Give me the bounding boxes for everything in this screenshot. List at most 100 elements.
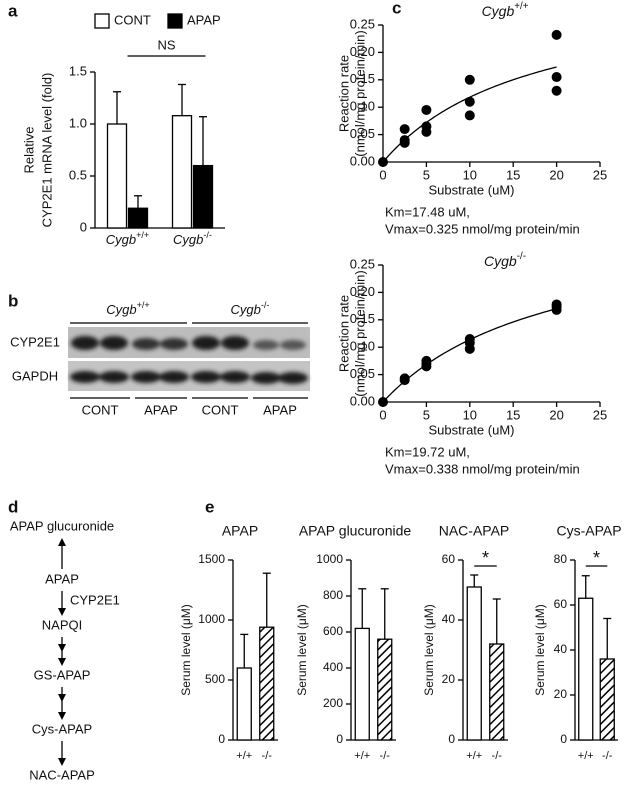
point (464, 343, 475, 354)
point (399, 375, 410, 386)
y-axis-label: Serum level (μM) (179, 604, 193, 696)
significance: * (593, 548, 600, 568)
x-tick-label: 25 (593, 167, 607, 182)
y-tick-label: 0.20 (350, 284, 375, 299)
y-axis-label: Serum level (μM) (533, 604, 547, 696)
point (551, 29, 562, 40)
y-tick-label: 0.00 (350, 153, 375, 168)
y-axis-label: Reaction rate (336, 55, 351, 132)
legend-swatch (94, 13, 110, 29)
y-tick-label: 1500 (198, 552, 225, 566)
y-axis-label: Serum level (μM) (422, 604, 436, 696)
x-tick-label: 5 (423, 407, 430, 422)
y-tick-label: 0 (336, 732, 343, 746)
y-tick-label: 40 (442, 612, 456, 626)
text-base: Cygb (173, 232, 203, 247)
y-tick-label: 20 (442, 672, 456, 686)
y-tick-label: 500 (205, 672, 225, 686)
text-sup: +/+ (137, 300, 150, 310)
chart-title: APAP glucuronide (299, 523, 412, 539)
x-tick-label: +/+ (236, 750, 252, 762)
bar (192, 164, 214, 229)
bands (70, 336, 308, 384)
legend-swatch (167, 13, 183, 29)
y-tick-label: 0 (80, 219, 87, 234)
point (551, 72, 562, 83)
chart-title: APAP (222, 523, 258, 539)
x-tick-label: 15 (506, 167, 520, 182)
x-tick-label: +/+ (354, 750, 370, 762)
y-tick-label: 60 (442, 552, 456, 566)
x-tick-label: -/- (380, 750, 391, 762)
point (421, 104, 432, 115)
group-label: Cygb+/+ (106, 300, 150, 317)
lane-label: CONT (82, 402, 119, 417)
y-tick-label: 0.20 (350, 44, 375, 59)
x-tick-label: 15 (506, 407, 520, 422)
y-tick-label: 80 (554, 552, 568, 566)
annotation: Km=17.48 uM, (385, 204, 470, 219)
y-tick-label: 0.10 (350, 99, 375, 114)
x-tick-label: 10 (463, 407, 477, 422)
x-tick-label: 25 (593, 407, 607, 422)
legend-label: CONT (114, 12, 151, 27)
y-tick-label: 400 (323, 660, 343, 674)
text-sup: -/- (203, 230, 212, 240)
x-tick-label: 5 (423, 167, 430, 182)
panel-letter: a (8, 1, 18, 20)
text-sup: +/+ (514, 1, 528, 12)
y-axis-label: Reaction rate (336, 295, 351, 372)
row-label: CYP2E1 (10, 334, 60, 349)
lane-label: APAP (263, 402, 297, 417)
y-tick-label: 1.0 (69, 115, 87, 130)
chart-title: Cygb-/- (484, 251, 526, 269)
point (378, 157, 388, 167)
x-tick-label: 0 (379, 407, 386, 422)
x-axis-label: Substrate (uM) (429, 182, 515, 197)
bar (106, 123, 128, 229)
text-base: Cygb (106, 302, 136, 317)
point (551, 85, 562, 96)
point (464, 74, 475, 85)
point (464, 96, 475, 107)
y-axis-label: Relative (21, 127, 36, 174)
y-tick-label: 600 (323, 624, 343, 638)
x-tick-label: Cygb-/- (173, 230, 212, 247)
point (378, 397, 388, 407)
text-base: Cygb (484, 253, 517, 269)
y-axis-label: (nmol/mg protein/min) (352, 270, 367, 396)
y-tick-label: 0.25 (350, 256, 375, 271)
chart-title: Cys-APAP (556, 523, 621, 539)
bar (377, 638, 393, 741)
bar (599, 658, 615, 741)
y-tick-label: 0 (448, 732, 455, 746)
x-tick-label: 20 (549, 407, 563, 422)
annotation: Vmax=0.325 nmol/mg protein/min (385, 221, 580, 236)
annotation: NS (157, 37, 175, 52)
point (421, 126, 432, 137)
y-tick-label: 200 (323, 696, 343, 710)
text-base: Cygb (106, 232, 136, 247)
western-blot: Cygb+/+ Cygb-/- CYP2E1 GAPDH CONT APAP C… (10, 300, 310, 417)
y-tick-label: 0.25 (350, 16, 375, 31)
y-tick-label: 0 (218, 732, 225, 746)
y-tick-label: 0.05 (350, 366, 375, 381)
bar (578, 597, 594, 741)
bar (171, 115, 193, 229)
x-tick-label: +/+ (578, 750, 594, 762)
bar (259, 626, 275, 741)
panel-letter: b (8, 291, 18, 310)
y-axis-label: CYP2E1 mRNA level (fold) (39, 73, 54, 228)
y-axis-label: Serum level (μM) (295, 604, 309, 696)
node: APAP glucuronide (10, 518, 114, 533)
x-tick-label: Cygb+/+ (106, 230, 150, 247)
x-tick-label: -/- (492, 750, 503, 762)
x-tick-label: +/+ (466, 750, 482, 762)
panel-letter: d (8, 497, 18, 516)
x-tick-label: 20 (549, 167, 563, 182)
group-label: Cygb-/- (231, 300, 270, 317)
chart-title: Cygb+/+ (482, 1, 529, 19)
x-axis-label: Substrate (uM) (429, 422, 515, 437)
text-sup: +/+ (136, 230, 149, 240)
